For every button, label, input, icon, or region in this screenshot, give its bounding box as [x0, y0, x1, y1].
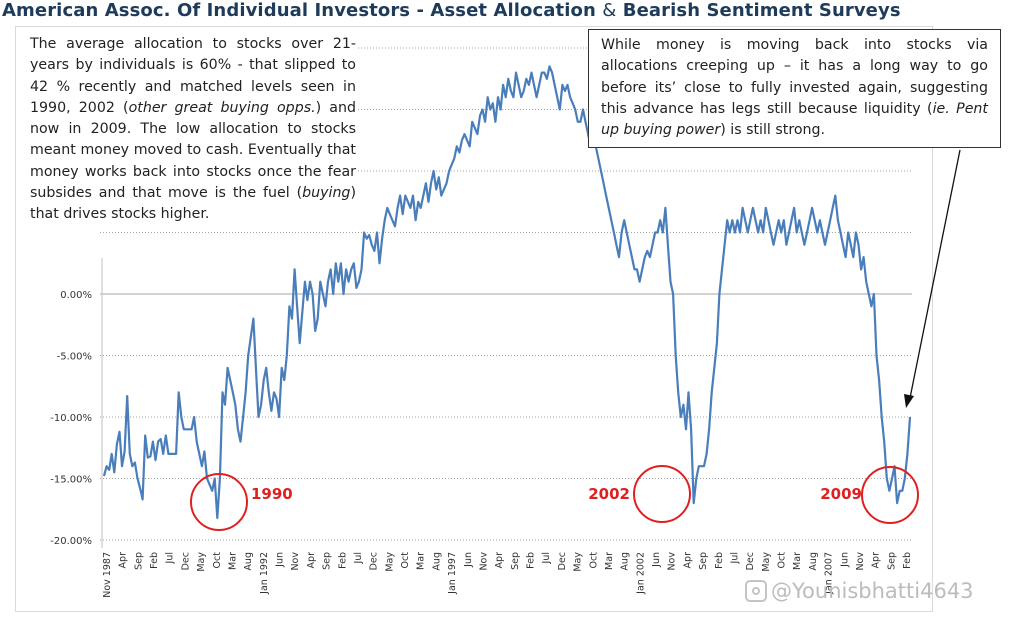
x-tick-label: Dec — [180, 552, 191, 570]
x-tick-label: Apr — [494, 552, 505, 569]
x-tick-label: Dec — [745, 552, 756, 570]
title-amp: & — [602, 0, 617, 21]
annotations: 1990 2002 2009 — [190, 149, 961, 531]
x-tick-label: Jul — [165, 552, 176, 564]
x-axis: Nov 1987 Apr Sep Feb Jul Dec May Oct Mar Aug Jan 1… — [102, 552, 913, 598]
x-tick-label: Oct — [400, 552, 411, 569]
x-tick-label: Oct — [588, 552, 599, 569]
x-tick-label: Mar — [416, 552, 427, 570]
left-note-p3: ) that drives stocks higher. — [30, 185, 356, 223]
gridlines — [100, 47, 912, 548]
x-tick-label: Feb — [714, 552, 725, 569]
watermark: @Younisbhatti4643 — [745, 579, 974, 603]
x-tick-label: Nov 1987 — [102, 552, 113, 598]
chart-title: American Assoc. Of Individual Investors … — [2, 0, 1002, 21]
title-main: American Assoc. Of Individual Investors … — [2, 0, 596, 21]
x-tick-label: Sep — [698, 552, 709, 570]
x-tick-label: Sep — [510, 552, 521, 570]
highlight-circle — [861, 466, 919, 524]
x-tick-label: Jul — [541, 552, 552, 564]
x-tick-label: Jun — [463, 552, 474, 568]
y-tick-label: 0.00% — [60, 290, 92, 301]
x-tick-label: Aug — [808, 552, 819, 571]
x-tick-label: Sep — [886, 552, 897, 570]
x-tick-label: Apr — [871, 552, 882, 569]
x-tick-label: Apr — [682, 552, 693, 569]
x-tick-label: Nov — [855, 552, 866, 571]
x-tick-label: Aug — [620, 552, 631, 571]
x-tick-label: Jul — [353, 552, 364, 564]
year-label: 2009 — [820, 485, 862, 503]
x-tick-label: Jun — [275, 552, 286, 568]
x-tick-label: Dec — [557, 552, 568, 570]
x-tick-label: Mar — [604, 552, 615, 570]
x-tick-label: Jan 1997 — [447, 552, 458, 595]
x-tick-label: Apr — [118, 552, 129, 569]
left-annotation-text: The average allocation to stocks over 21… — [30, 34, 356, 226]
x-tick-label: Oct — [212, 552, 223, 569]
year-label: 2002 — [588, 485, 630, 503]
watermark-text: @Younisbhatti4643 — [771, 579, 974, 603]
arrow-head-icon — [904, 394, 914, 408]
x-tick-label: Feb — [526, 552, 537, 569]
title-rest: Bearish Sentiment Surveys — [622, 0, 901, 21]
left-note-p1: The average allocation to stocks over 21… — [30, 36, 356, 116]
x-tick-label: May — [384, 552, 395, 572]
x-tick-label: Sep — [133, 552, 144, 570]
series — [102, 65, 912, 520]
highlight-circle — [190, 473, 248, 531]
x-tick-label: Aug — [243, 552, 254, 571]
x-tick-label: Jul — [729, 552, 740, 564]
x-tick-label: Feb — [149, 552, 160, 569]
x-tick-label: Mar — [227, 552, 238, 570]
y-tick-label: -5.00% — [57, 352, 92, 363]
x-tick-label: May — [761, 552, 772, 572]
arrow-line — [909, 149, 961, 399]
x-tick-label: Jan 2002 — [635, 552, 646, 595]
x-tick-label: Jan 2007 — [824, 552, 835, 595]
x-tick-label: Aug — [431, 552, 442, 571]
x-tick-label: Dec — [369, 552, 380, 570]
highlight-circle — [633, 465, 691, 523]
x-tick-label: Jun — [651, 552, 662, 568]
x-tick-label: Nov — [478, 552, 489, 571]
x-tick-label: Apr — [306, 552, 317, 569]
right-note-t2: ) is still strong. — [720, 122, 826, 139]
y-tick-label: -20.00% — [50, 536, 92, 547]
x-tick-label: Oct — [777, 552, 788, 569]
left-note-p1-italic: other great buying opps. — [128, 99, 316, 116]
y-tick-label: -15.00% — [50, 475, 92, 486]
y-axis: 0.00% -5.00% -10.00% -15.00% -20.00% — [50, 290, 92, 547]
x-tick-label: Feb — [337, 552, 348, 569]
x-tick-label: Nov — [290, 552, 301, 571]
right-annotation-box: While money is moving back into stocks v… — [588, 29, 1001, 148]
x-tick-label: Feb — [902, 552, 913, 569]
x-tick-label: Jan 1992 — [259, 552, 270, 595]
x-tick-label: Jun — [839, 552, 850, 568]
x-tick-label: Sep — [322, 552, 333, 570]
left-note-p2: ) and now in 2009. The low allocation to… — [30, 99, 356, 202]
y-tick-label: -10.00% — [50, 413, 92, 424]
year-label: 1990 — [251, 485, 293, 503]
chart-frame — [15, 26, 933, 612]
right-note-t1-italic: ie. Pent up buying power — [601, 100, 988, 139]
x-tick-label: May — [573, 552, 584, 572]
left-note-p2-italic: buying — [302, 185, 351, 202]
series-line — [102, 65, 912, 520]
watermark-logo-icon — [745, 580, 767, 602]
x-tick-label: May — [196, 552, 207, 572]
x-tick-label: Mar — [792, 552, 803, 570]
right-note-t1: While money is moving back into stocks v… — [601, 37, 988, 117]
x-tick-label: Nov — [667, 552, 678, 571]
